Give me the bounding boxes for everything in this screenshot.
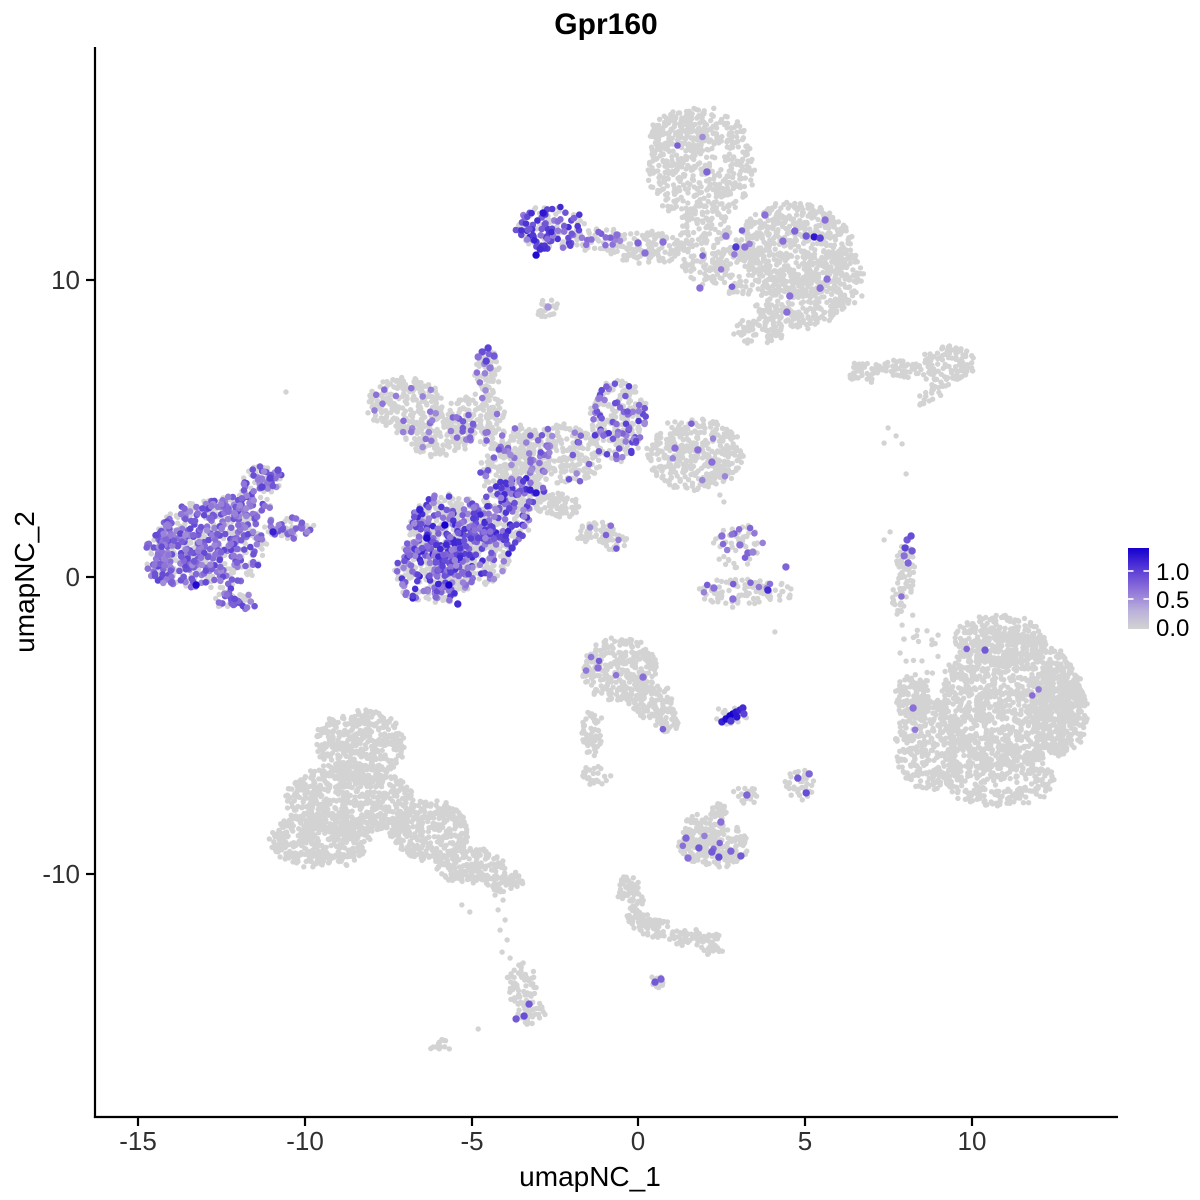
y-tick-label-2: -10 [42,859,80,889]
y-tick-label-0: 10 [51,265,80,295]
x-tick-label-4: 5 [798,1126,812,1156]
x-axis-title: umapNC_1 [519,1161,661,1192]
scatter-points-layer [143,105,1090,1052]
legend-label-mid: 0.5 [1156,587,1189,614]
x-tick-label-2: -5 [460,1126,483,1156]
x-axis-ticks [136,1117,974,1126]
legend-label-high: 1.0 [1156,559,1189,586]
x-tick-label-1: -10 [286,1126,324,1156]
x-tick-label-3: 0 [631,1126,645,1156]
y-tick-label-1: 0 [66,562,80,592]
x-tick-label-5: 10 [958,1126,987,1156]
x-tick-label-0: -15 [119,1126,157,1156]
plot-title: Gpr160 [554,8,657,41]
colorbar [1128,548,1149,629]
colorbar-ticks [1128,570,1149,600]
y-axis-ticks [86,278,95,876]
y-axis-title: umapNC_2 [9,511,40,653]
legend: 1.0 0.5 0.0 [1128,548,1189,642]
legend-label-low: 0.0 [1156,615,1189,642]
